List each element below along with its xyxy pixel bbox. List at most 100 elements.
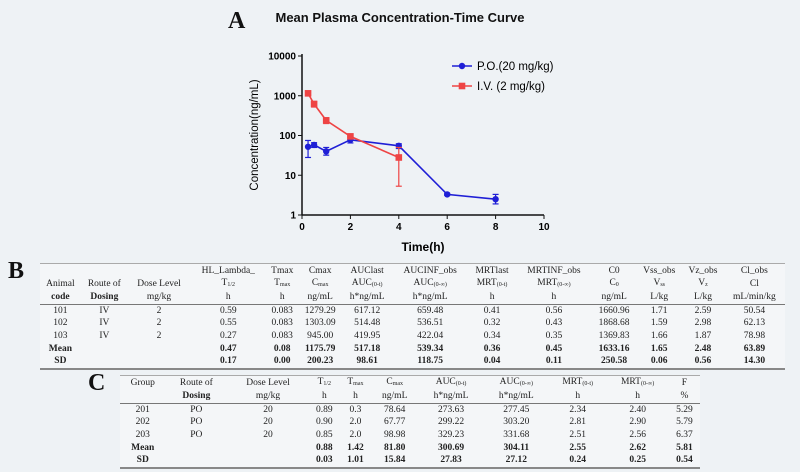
header-cell: Route of xyxy=(165,375,228,390)
header-cell: Cl_obs xyxy=(723,263,785,277)
table-cell: 0.56 xyxy=(545,305,563,316)
header-cell: AUC(0-t) xyxy=(351,278,383,288)
table-cell: 118.75 xyxy=(392,354,469,370)
table-cell: 63.89 xyxy=(743,343,766,354)
header-row-units: Dosing mg/kg h h ng/mL h*ng/mL h*ng/mL h h% xyxy=(120,390,700,404)
table-cell: 98.98 xyxy=(384,430,406,441)
header-row-units: code Dosing mg/kg h h ng/mL h*ng/mL h*ng/mL h h ng… xyxy=(40,291,785,305)
table-cell xyxy=(128,342,190,355)
table-cell: 1633.16 xyxy=(598,343,630,354)
unit-cell: mg/kg xyxy=(227,390,309,404)
unit-cell: ng/mL xyxy=(371,390,419,404)
table-cell: 101 xyxy=(53,305,68,316)
data-point xyxy=(444,191,451,198)
table-cell: SD xyxy=(120,453,166,469)
table-cell xyxy=(227,441,309,454)
table-cell: 304.11 xyxy=(503,442,530,453)
table-cell: 419.95 xyxy=(354,331,381,342)
y-tick-label: 10000 xyxy=(268,52,296,63)
data-point xyxy=(322,117,330,124)
unit-cell: h*ng/mL xyxy=(392,291,469,305)
x-tick-label: 8 xyxy=(493,222,499,233)
data-point xyxy=(395,154,403,161)
data-point xyxy=(310,100,318,108)
table-cell: 0.083 xyxy=(271,331,293,342)
table-cell: 2.34 xyxy=(569,404,586,415)
x-tick-label: 10 xyxy=(538,222,550,233)
header-cell: Vz xyxy=(698,278,708,288)
data-point xyxy=(323,148,330,155)
header-cell xyxy=(40,263,81,277)
unit-cell: Dosing xyxy=(165,390,228,404)
legend-label: I.V. (2 mg/kg) xyxy=(477,81,545,93)
header-cell: Group xyxy=(120,375,166,390)
table-cell: 2.59 xyxy=(694,305,712,316)
table-cell: 2.40 xyxy=(629,404,646,415)
table-cell: 0.89 xyxy=(316,404,333,415)
header-cell: Cmax xyxy=(311,278,329,288)
table-cell: 303.20 xyxy=(503,417,530,428)
series-line xyxy=(307,92,400,159)
table-cell: 78.98 xyxy=(743,331,766,342)
table-cell: 0.27 xyxy=(219,331,237,342)
table-cell: 5.79 xyxy=(676,417,693,428)
table-b-iv-pk-parameters: HL_Lambda_ Tmax Cmax AUClast AUCINF_obs MRTla… xyxy=(40,263,785,370)
unit-cell: h xyxy=(308,390,340,404)
table-cell: 0.55 xyxy=(219,318,237,329)
table-cell: 5.81 xyxy=(676,442,693,453)
table-cell: 27.83 xyxy=(418,453,484,469)
header-cell: AUC(0-∞) xyxy=(483,375,549,390)
table-cell: 0.43 xyxy=(545,318,563,329)
header-cell: C0 xyxy=(592,263,637,277)
y-tick-label: 1 xyxy=(290,211,296,222)
unit-cell: mg/kg xyxy=(127,291,191,305)
header-cell: MRT(0-∞) xyxy=(606,375,669,390)
table-cell: 331.68 xyxy=(503,430,530,441)
table-cell xyxy=(165,453,228,469)
table-cell: 15.84 xyxy=(371,453,419,469)
table-cell: 0.41 xyxy=(483,305,501,316)
table-cell: 250.58 xyxy=(592,354,637,370)
table-row: 201 PO 20 0.89 0.3 78.64 273.63 277.45 2.34 2.40 5… xyxy=(120,403,700,416)
table-cell: 103 xyxy=(53,331,68,342)
table-cell: 1369.83 xyxy=(598,331,630,342)
table-cell: 1868.68 xyxy=(598,318,630,329)
header-cell: Tmax xyxy=(339,375,371,390)
header-cell: MRT(0-∞) xyxy=(537,278,571,288)
table-cell: 2 xyxy=(156,305,162,316)
unit-cell: % xyxy=(668,390,700,404)
table-cell xyxy=(80,354,128,370)
header-cell: C0 xyxy=(609,278,619,288)
table-cell: 1279.29 xyxy=(304,305,336,316)
summary-row: Mean 0.47 0.08 1175.79 517.18 539.34 0.36 0.45 1… xyxy=(40,342,785,355)
table-cell: 617.12 xyxy=(354,305,381,316)
table-row: 101 IV 2 0.59 0.083 1279.29 617.12 659.48 0.41 0.… xyxy=(40,304,785,317)
table-cell: 1.66 xyxy=(650,331,668,342)
table-cell: 329.23 xyxy=(438,430,465,441)
table-cell: IV xyxy=(99,305,110,316)
table-cell: 514.48 xyxy=(354,318,381,329)
table-cell: 1.71 xyxy=(650,305,668,316)
table-cell: 0.34 xyxy=(483,331,501,342)
unit-cell: ng/mL xyxy=(298,291,343,305)
table-cell xyxy=(81,342,128,355)
table-cell: PO xyxy=(190,430,203,441)
unit-cell: Dosing xyxy=(80,291,128,305)
table-cell: SD xyxy=(40,354,81,370)
table-cell: 0.45 xyxy=(545,343,563,354)
table-cell: 5.29 xyxy=(676,404,693,415)
table-cell: 517.18 xyxy=(354,343,381,354)
unit-cell: code xyxy=(40,291,81,305)
table-cell: 659.48 xyxy=(417,305,444,316)
header-cell: Vz_obs xyxy=(682,263,724,277)
header-cell: Vss_obs xyxy=(636,263,683,277)
table-cell: 102 xyxy=(53,318,68,329)
unit-cell: h*ng/mL xyxy=(342,291,393,305)
table-cell: Mean xyxy=(48,343,72,354)
legend-label: P.O.(20 mg/kg) xyxy=(477,61,554,73)
table-cell: 1660.96 xyxy=(598,305,630,316)
table-cell: 0.24 xyxy=(548,453,607,469)
table-cell: 0.00 xyxy=(266,354,299,370)
table-cell: 78.64 xyxy=(384,404,406,415)
header-cell: Cmax xyxy=(298,263,343,277)
